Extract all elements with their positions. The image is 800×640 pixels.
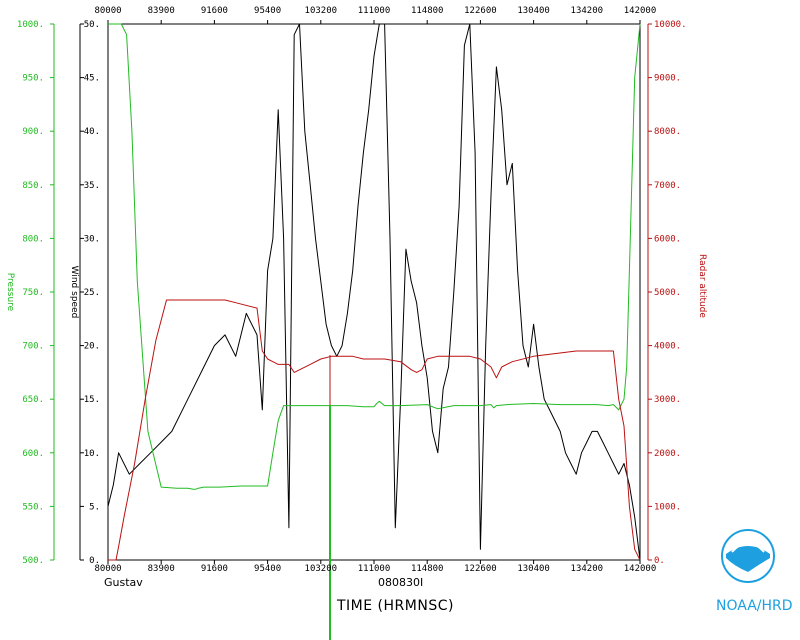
x-tick-label: 80000: [94, 564, 121, 574]
x-tick-label-top: 91600: [201, 6, 228, 16]
pressure-tick-label: 700.: [22, 342, 44, 352]
wind-tick-label: 50.: [84, 20, 100, 30]
altitude-axis-label: Radar altitude: [697, 254, 707, 318]
wind-tick-label: 20.: [84, 342, 100, 352]
flight-date: 080830I: [378, 576, 424, 589]
x-tick-label-top: 142000: [624, 6, 657, 16]
altitude-tick-label: 6000.: [654, 234, 681, 244]
x-tick-label: 103200: [305, 564, 338, 574]
altitude-tick-label: 8000.: [654, 127, 681, 137]
axis-labels: Pressure Wind speed Radar altitude: [5, 254, 707, 318]
wind-axis-label: Wind speed: [69, 266, 79, 319]
altitude-tick-label: 2000.: [654, 449, 681, 459]
wind-tick-label: 25.: [84, 288, 100, 298]
pressure-tick-label: 550.: [22, 502, 44, 512]
pressure-tick-label: 950.: [22, 74, 44, 84]
series-radar-altitude: [108, 299, 641, 561]
pressure-tick-label: 650.: [22, 395, 44, 405]
tick-labels: 500. 0. 0. 550. 5. 1000. 600. 10. 2000. 650. 15. 30…: [17, 6, 687, 574]
altitude-tick-label: 1000.: [654, 502, 681, 512]
x-tick-label-top: 80000: [94, 6, 121, 16]
pressure-tick-label: 750.: [22, 288, 44, 298]
altitude-tick-label: 9000.: [654, 74, 681, 84]
x-tick-label-top: 103200: [305, 6, 338, 16]
wind-tick-label: 5.: [89, 502, 100, 512]
series-pressure: [108, 23, 641, 490]
wind-tick-label: 35.: [84, 181, 100, 191]
x-tick-label-top: 111000: [358, 6, 391, 16]
wind-tick-label: 30.: [84, 234, 100, 244]
wind-tick-label: 40.: [84, 127, 100, 137]
x-tick-label: 130400: [517, 564, 550, 574]
altitude-tick-label: 7000.: [654, 181, 681, 191]
x-tick-label-top: 122600: [464, 6, 497, 16]
pressure-tick-label: 600.: [22, 449, 44, 459]
x-tick-label-top: 95400: [254, 6, 281, 16]
noaa-logo: [721, 529, 775, 583]
pressure-tick-label: 800.: [22, 234, 44, 244]
x-tick-label: 95400: [254, 564, 281, 574]
pressure-tick-label: 850.: [22, 181, 44, 191]
x-tick-label: 122600: [464, 564, 497, 574]
storm-name: Gustav: [104, 576, 143, 589]
x-tick-label: 111000: [358, 564, 391, 574]
chart-series: [107, 23, 641, 640]
x-tick-label: 142000: [624, 564, 657, 574]
x-tick-label: 114800: [411, 564, 444, 574]
x-tick-label-top: 134200: [571, 6, 604, 16]
wind-tick-label: 10.: [84, 449, 100, 459]
x-tick-label-top: 83900: [148, 6, 175, 16]
x-tick-label-top: 114800: [411, 6, 444, 16]
altitude-tick-label: 3000.: [654, 395, 681, 405]
plot-frame: [107, 23, 641, 561]
chart-axes: [50, 20, 652, 564]
x-tick-label: 134200: [571, 564, 604, 574]
x-axis-label: TIME (HRMNSC): [337, 598, 454, 614]
x-tick-label: 91600: [201, 564, 228, 574]
x-tick-label: 83900: [148, 564, 175, 574]
altitude-tick-label: 4000.: [654, 342, 681, 352]
series-wind-speed: [107, 23, 641, 561]
wind-tick-label: 45.: [84, 74, 100, 84]
altitude-tick-label: 5000.: [654, 288, 681, 298]
pressure-tick-label: 1000.: [17, 20, 44, 30]
altitude-tick-label: 0.: [654, 556, 665, 566]
pressure-axis-label: Pressure: [5, 273, 15, 312]
wind-tick-label: 0.: [89, 556, 100, 566]
pressure-tick-label: 500.: [22, 556, 44, 566]
credit-label: NOAA/HRD: [716, 598, 793, 614]
altitude-tick-label: 10000.: [654, 20, 687, 30]
wind-tick-label: 15.: [84, 395, 100, 405]
pressure-tick-label: 900.: [22, 127, 44, 137]
x-tick-label-top: 130400: [517, 6, 550, 16]
